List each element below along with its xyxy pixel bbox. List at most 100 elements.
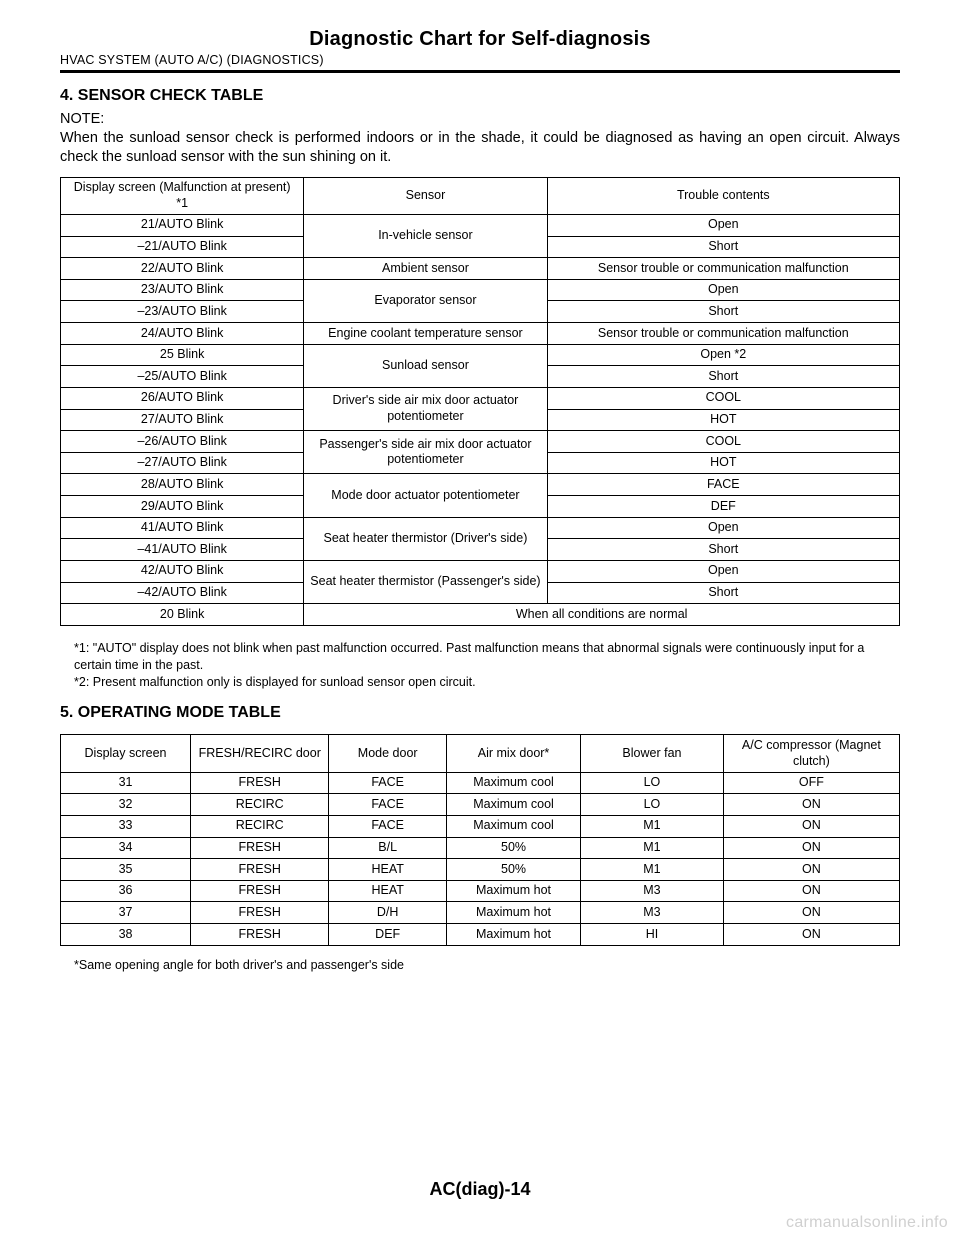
cell: Maximum hot xyxy=(446,902,580,924)
cell: 21/AUTO Blink xyxy=(61,214,304,236)
cell: –42/AUTO Blink xyxy=(61,582,304,604)
cell: FRESH xyxy=(191,859,329,881)
page-number: AC(diag)-14 xyxy=(0,1179,960,1200)
cell: Short xyxy=(547,539,899,561)
cell: 34 xyxy=(61,837,191,859)
cell: 23/AUTO Blink xyxy=(61,279,304,301)
cell: D/H xyxy=(329,902,446,924)
table-row: 37FRESHD/HMaximum hotM3ON xyxy=(61,902,900,924)
cell: 36 xyxy=(61,880,191,902)
table-row: 26/AUTO Blink Driver's side air mix door… xyxy=(61,387,900,409)
cell: RECIRC xyxy=(191,815,329,837)
sensor-check-table: Display screen (Malfunction at present) … xyxy=(60,177,900,626)
cell: 38 xyxy=(61,924,191,946)
cell: ON xyxy=(723,924,899,946)
cell: DEF xyxy=(329,924,446,946)
section-5-heading: 5. OPERATING MODE TABLE xyxy=(60,704,900,722)
cell: LO xyxy=(581,772,724,794)
table-row: 35FRESHHEAT50%M1ON xyxy=(61,859,900,881)
table-row: 21/AUTO Blink In-vehicle sensor Open xyxy=(61,214,900,236)
cell: HOT xyxy=(547,452,899,474)
operating-mode-table: Display screen FRESH/RECIRC door Mode do… xyxy=(60,734,900,945)
cell: ON xyxy=(723,859,899,881)
table-row: 31FRESHFACEMaximum coolLOOFF xyxy=(61,772,900,794)
cell: FRESH xyxy=(191,837,329,859)
cell: ON xyxy=(723,794,899,816)
table-row: 36FRESHHEATMaximum hotM3ON xyxy=(61,880,900,902)
cell: OFF xyxy=(723,772,899,794)
cell: 29/AUTO Blink xyxy=(61,496,304,518)
cell: Engine coolant temperature sensor xyxy=(304,323,547,345)
table-row: 28/AUTO Blink Mode door actuator potenti… xyxy=(61,474,900,496)
table-row: 42/AUTO Blink Seat heater thermistor (Pa… xyxy=(61,560,900,582)
col: Mode door xyxy=(329,735,446,772)
cell: In-vehicle sensor xyxy=(304,214,547,257)
col: FRESH/RECIRC door xyxy=(191,735,329,772)
cell: Evaporator sensor xyxy=(304,279,547,322)
cell: 31 xyxy=(61,772,191,794)
col: A/C compressor (Magnet clutch) xyxy=(723,735,899,772)
table-row: 24/AUTO Blink Engine coolant temperature… xyxy=(61,323,900,345)
cell: FRESH xyxy=(191,902,329,924)
cell: HEAT xyxy=(329,880,446,902)
cell: COOL xyxy=(547,387,899,409)
cell: Open *2 xyxy=(547,344,899,366)
cell: M1 xyxy=(581,859,724,881)
cell: 35 xyxy=(61,859,191,881)
cell: –23/AUTO Blink xyxy=(61,301,304,323)
cell: When all conditions are normal xyxy=(304,604,900,626)
cell: FRESH xyxy=(191,772,329,794)
cell: 32 xyxy=(61,794,191,816)
table-row: 41/AUTO Blink Seat heater thermistor (Dr… xyxy=(61,517,900,539)
cell: 25 Blink xyxy=(61,344,304,366)
cell: COOL xyxy=(547,431,899,453)
cell: 37 xyxy=(61,902,191,924)
table-row: 34FRESHB/L50%M1ON xyxy=(61,837,900,859)
cell: Short xyxy=(547,301,899,323)
cell: 33 xyxy=(61,815,191,837)
cell: Maximum hot xyxy=(446,880,580,902)
cell: Open xyxy=(547,214,899,236)
col-sensor: Sensor xyxy=(304,177,547,214)
cell: Short xyxy=(547,582,899,604)
cell: 20 Blink xyxy=(61,604,304,626)
cell: Short xyxy=(547,366,899,388)
cell: M1 xyxy=(581,815,724,837)
cell: Seat heater thermistor (Driver's side) xyxy=(304,517,547,560)
cell: Seat heater thermistor (Passenger's side… xyxy=(304,560,547,603)
table-row: 25 Blink Sunload sensor Open *2 xyxy=(61,344,900,366)
cell: FACE xyxy=(329,815,446,837)
table-row: 38FRESHDEFMaximum hotHION xyxy=(61,924,900,946)
cell: B/L xyxy=(329,837,446,859)
cell: 41/AUTO Blink xyxy=(61,517,304,539)
cell: 27/AUTO Blink xyxy=(61,409,304,431)
cell: HEAT xyxy=(329,859,446,881)
cell: Driver's side air mix door actuator pote… xyxy=(304,387,547,430)
cell: –21/AUTO Blink xyxy=(61,236,304,258)
cell: 26/AUTO Blink xyxy=(61,387,304,409)
table-header-row: Display screen FRESH/RECIRC door Mode do… xyxy=(61,735,900,772)
cell: Open xyxy=(547,560,899,582)
cell: Passenger's side air mix door actuator p… xyxy=(304,431,547,474)
cell: –26/AUTO Blink xyxy=(61,431,304,453)
cell: LO xyxy=(581,794,724,816)
cell: FACE xyxy=(547,474,899,496)
section-4-heading: 4. SENSOR CHECK TABLE xyxy=(60,87,900,105)
cell: M3 xyxy=(581,880,724,902)
cell: Open xyxy=(547,517,899,539)
cell: Short xyxy=(547,236,899,258)
table-row: –26/AUTO Blink Passenger's side air mix … xyxy=(61,431,900,453)
cell: FRESH xyxy=(191,880,329,902)
cell: ON xyxy=(723,815,899,837)
cell: 42/AUTO Blink xyxy=(61,560,304,582)
table-row: 22/AUTO Blink Ambient sensor Sensor trou… xyxy=(61,258,900,280)
col-trouble: Trouble contents xyxy=(547,177,899,214)
section-4-footnote: *1: "AUTO" display does not blink when p… xyxy=(60,640,900,691)
cell: DEF xyxy=(547,496,899,518)
cell: 22/AUTO Blink xyxy=(61,258,304,280)
col: Display screen xyxy=(61,735,191,772)
page-subtitle: HVAC SYSTEM (AUTO A/C) (DIAGNOSTICS) xyxy=(60,53,900,73)
cell: Maximum cool xyxy=(446,815,580,837)
cell: RECIRC xyxy=(191,794,329,816)
cell: Sunload sensor xyxy=(304,344,547,387)
